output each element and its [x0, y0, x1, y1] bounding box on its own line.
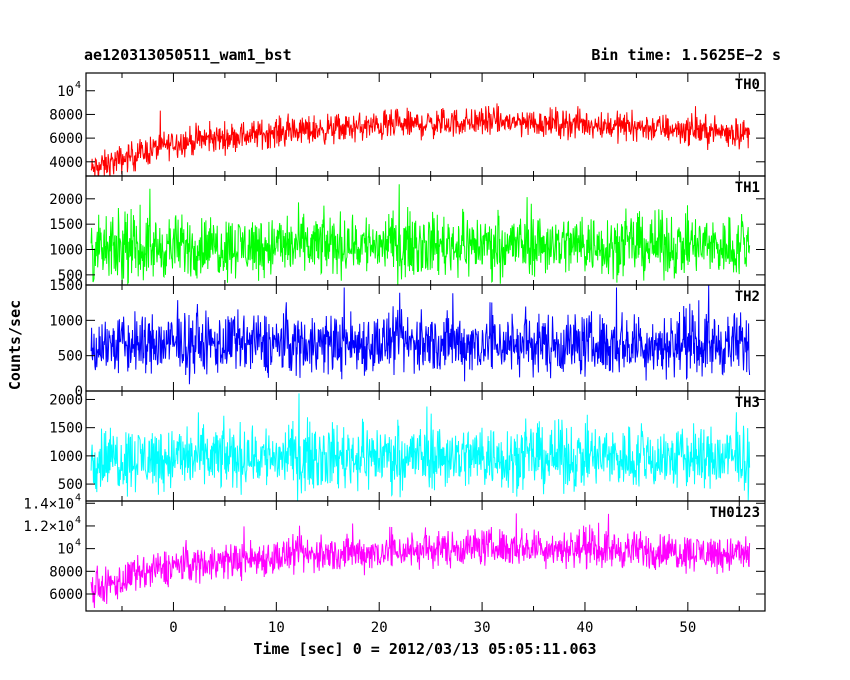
y-tick-label: 2000 — [49, 392, 83, 408]
x-tick-label: 30 — [474, 620, 491, 636]
band-label-th2: TH2 — [735, 289, 760, 305]
y-tick-label: 1500 — [49, 217, 83, 233]
y-tick-label: 1000 — [49, 243, 83, 259]
y-tick-label: 500 — [58, 268, 83, 284]
y-tick-label: 2000 — [49, 192, 83, 208]
band-label-th0123: TH0123 — [709, 505, 760, 521]
series-line-th0123 — [90, 513, 751, 609]
y-tick-label: 6000 — [49, 587, 83, 603]
y-tick-label: 1500 — [49, 278, 83, 294]
y-tick-label: 10 — [57, 84, 74, 100]
y-tick-label: 0 — [75, 384, 83, 400]
chart-title-left: ae120313050511_wam1_bst — [84, 46, 292, 64]
series-line-th0 — [90, 103, 751, 176]
x-tick-label: 20 — [371, 620, 388, 636]
y-tick-label: 1000 — [49, 313, 83, 329]
x-axis-label: Time [sec] 0 = 2012/03/13 05:05:11.063 — [253, 640, 596, 658]
y-tick-label: 1500 — [49, 421, 83, 437]
series-line-th1 — [90, 184, 751, 285]
panel-frame-th0123 — [85, 500, 766, 612]
y-tick-exponent: 4 — [75, 515, 81, 526]
y-tick-exponent: 4 — [75, 538, 81, 549]
y-tick-label: 1.2×10 — [23, 519, 74, 535]
y-axis-label: Counts/sec — [6, 300, 24, 390]
y-tick-exponent: 4 — [75, 80, 81, 91]
x-tick-label: 0 — [169, 620, 177, 636]
x-tick-label: 50 — [679, 620, 696, 636]
series-line-th2 — [90, 285, 751, 385]
y-tick-label: 10 — [57, 542, 74, 558]
y-tick-label: 500 — [58, 349, 83, 365]
x-tick-label: 10 — [268, 620, 285, 636]
y-tick-label: 4000 — [49, 155, 83, 171]
y-tick-label: 1000 — [49, 449, 83, 465]
y-tick-label: 8000 — [49, 107, 83, 123]
band-label-th3: TH3 — [735, 395, 760, 411]
y-tick-label: 6000 — [49, 131, 83, 147]
series-line-th3 — [90, 393, 751, 501]
y-tick-label: 1.4×10 — [23, 496, 74, 512]
y-tick-label: 8000 — [49, 564, 83, 580]
x-tick-label: 40 — [577, 620, 594, 636]
y-tick-label: 500 — [58, 477, 83, 493]
band-label-th0: TH0 — [735, 77, 760, 93]
band-label-th1: TH1 — [735, 180, 760, 196]
chart-title-right: Bin time: 1.5625E−2 s — [591, 46, 781, 64]
y-tick-exponent: 4 — [75, 492, 81, 503]
